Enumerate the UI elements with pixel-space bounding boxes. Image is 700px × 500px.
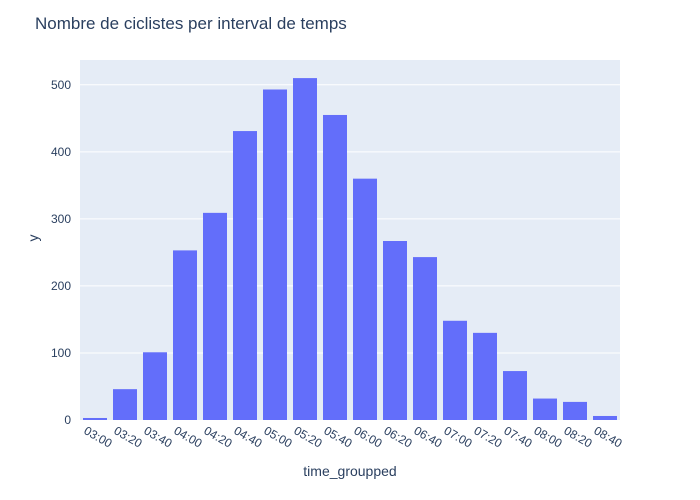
bar-0700[interactable] [443, 320, 467, 420]
bar-0320[interactable] [113, 389, 137, 420]
x-tick-label: 07:20 [472, 423, 505, 450]
x-tick-label: 03:20 [112, 423, 145, 450]
x-tick-label: 07:40 [502, 423, 535, 450]
y-axis-title: y [25, 235, 41, 242]
bar-0620[interactable] [383, 241, 407, 420]
bar-0600[interactable] [353, 178, 377, 420]
x-tick-labels: 03:0003:2003:4004:0004:2004:4005:0005:20… [82, 423, 625, 450]
x-tick-label: 04:20 [202, 423, 235, 450]
bar-0500[interactable] [263, 89, 287, 421]
x-tick-label: 04:40 [232, 423, 265, 450]
bar-0420[interactable] [203, 212, 227, 420]
y-tick-labels: 0 100 200 300 400 500 [51, 78, 71, 427]
bar-0300[interactable] [83, 417, 107, 420]
plot-area [80, 60, 620, 420]
x-tick-label: 08:40 [592, 423, 625, 450]
bars [83, 78, 617, 421]
bar-0440[interactable] [233, 131, 257, 420]
y-tick-label: 300 [51, 212, 71, 226]
bar-0840[interactable] [593, 415, 617, 420]
x-axis-title: time_groupped [303, 463, 396, 479]
x-tick-label: 03:00 [82, 423, 115, 450]
x-tick-label: 05:20 [292, 423, 325, 450]
chart-title: Nombre de ciclistes per interval de temp… [35, 14, 347, 33]
y-tick-label: 100 [51, 346, 71, 360]
bar-0640[interactable] [413, 257, 437, 420]
bar-0540[interactable] [323, 114, 347, 420]
bar-0800[interactable] [533, 398, 557, 420]
bar-0340[interactable] [143, 352, 167, 420]
x-tick-label: 06:20 [382, 423, 415, 450]
y-tick-label: 0 [64, 413, 71, 427]
bar-0400[interactable] [173, 250, 197, 420]
y-tick-label: 500 [51, 78, 71, 92]
x-tick-label: 08:20 [562, 423, 595, 450]
x-tick-label: 05:00 [262, 423, 295, 450]
x-tick-label: 06:40 [412, 423, 445, 450]
bar-0820[interactable] [563, 401, 587, 420]
x-tick-label: 06:00 [352, 423, 385, 450]
x-tick-label: 08:00 [532, 423, 565, 450]
bar-0720[interactable] [473, 332, 497, 420]
x-tick-label: 05:40 [322, 423, 355, 450]
gridlines [80, 84, 620, 354]
y-tick-label: 200 [51, 279, 71, 293]
bar-0740[interactable] [503, 371, 527, 420]
y-tick-label: 400 [51, 145, 71, 159]
x-tick-label: 03:40 [142, 423, 175, 450]
x-tick-label: 07:00 [442, 423, 475, 450]
x-tick-label: 04:00 [172, 423, 205, 450]
bar-0520[interactable] [293, 78, 317, 420]
